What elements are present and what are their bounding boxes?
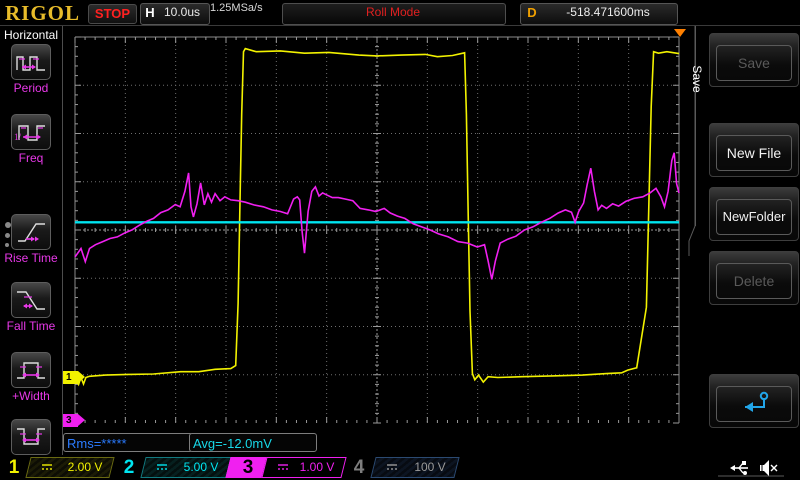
ch3-offset-marker[interactable]: 3 (63, 414, 85, 427)
period-icon (11, 44, 51, 80)
menu-item-label: Period (13, 81, 49, 95)
button-frame: Save (716, 45, 792, 81)
rise-time-icon (11, 214, 51, 250)
delete-button-label: Delete (733, 273, 775, 289)
channel-1-scale: 2.00 V (67, 460, 103, 474)
menu-item-rise-time[interactable]: Rise Time (0, 214, 62, 265)
return-arrow-icon (745, 391, 769, 412)
channel-2-slot[interactable]: 2 5.00 V (115, 455, 232, 480)
waveform-canvas (74, 36, 680, 424)
channel-3-slot[interactable]: 3 1.00 V (225, 455, 347, 480)
acq-mode-box[interactable] (282, 3, 506, 25)
trigger-position-marker[interactable] (674, 29, 686, 37)
dc-coupling-icon (387, 464, 397, 470)
menu-item-label: +Width (12, 389, 50, 403)
channel-3-number[interactable]: 3 (242, 457, 254, 478)
menu-item-label: Fall Time (6, 319, 56, 333)
save-button[interactable]: Save (709, 33, 799, 87)
positive-width-icon (11, 352, 51, 388)
channel-4-slot[interactable]: 4 100 V (345, 455, 460, 480)
dc-coupling-icon (278, 464, 288, 470)
delete-button[interactable]: Delete (709, 251, 799, 305)
negative-width-icon (11, 419, 51, 455)
menu-item-period[interactable]: Period (0, 44, 62, 95)
channel-3-scale: 1.00 V (299, 460, 335, 474)
page-dot (5, 222, 11, 228)
save-menu-tab[interactable]: Save (687, 26, 709, 256)
measurement-rms[interactable]: Rms=***** (63, 433, 193, 452)
menu-item-label: Rise Time (4, 251, 58, 265)
measurement-bar: Rms=***** Avg=-12.0mV (63, 433, 687, 453)
svg-text:1/: 1/ (14, 132, 22, 142)
save-tab-label: Save (690, 65, 704, 93)
save-menu-panel: Save Save New File NewFolder Delete (687, 26, 800, 455)
frequency-icon: 1/ (11, 114, 51, 150)
menu-title: Horizontal (3, 28, 59, 42)
channel-2-scale: 5.00 V (183, 460, 219, 474)
top-separator (0, 25, 800, 26)
button-frame: NewFolder (716, 199, 792, 235)
delay-value: -518.471600ms (566, 5, 650, 19)
menu-item-label: Freq (18, 151, 44, 165)
run-stop-status[interactable]: STOP (88, 4, 137, 24)
brand-logo: RIGOL (5, 1, 81, 25)
menu-item-fall-time[interactable]: Fall Time (0, 282, 62, 333)
delay-icon: D (527, 5, 537, 20)
horizontal-measure-menu: Horizontal Period 1/ (0, 26, 63, 470)
dc-coupling-icon (42, 464, 52, 470)
button-frame: New File (716, 135, 792, 171)
back-button[interactable] (709, 374, 799, 428)
new-folder-button[interactable]: NewFolder (709, 187, 799, 241)
channel-4-number[interactable]: 4 (353, 457, 365, 478)
channel-1-slot[interactable]: 1 2.00 V (0, 455, 115, 480)
button-frame: Delete (716, 263, 792, 299)
page-dot (5, 233, 10, 238)
delay-box[interactable] (520, 3, 678, 25)
timebase-value: 10.0us (163, 5, 201, 19)
mute-icon (760, 460, 778, 476)
waveform-display[interactable]: 1 3 (63, 27, 687, 429)
channel-1-number[interactable]: 1 (8, 457, 20, 478)
button-frame (716, 386, 792, 422)
new-folder-button-label: NewFolder (722, 209, 786, 224)
acq-mode-label: Roll Mode (365, 5, 421, 19)
save-button-label: Save (738, 55, 770, 71)
tab-outline (688, 26, 696, 256)
new-file-button-label: New File (726, 145, 782, 161)
page-dots (5, 222, 11, 252)
menu-item-freq[interactable]: 1/ Freq (0, 114, 62, 165)
channel-2-number[interactable]: 2 (123, 457, 135, 478)
channel-status-bar: 1 2.00 V 2 5.00 V 3 (0, 455, 800, 480)
usb-icon (730, 461, 748, 475)
menu-item-positive-width[interactable]: +Width (0, 352, 62, 403)
dc-coupling-icon (157, 464, 167, 470)
horizontal-icon: H (145, 5, 155, 20)
page-dot (5, 243, 9, 247)
top-status-bar: RIGOL STOP H 10.0us 1.25MSa/s Roll Mode … (0, 0, 800, 26)
channel-4-scale: 100 V (414, 460, 446, 474)
sample-rate-label: 1.25MSa/s (210, 2, 263, 14)
new-file-button[interactable]: New File (709, 123, 799, 177)
timebase-box[interactable] (140, 3, 210, 25)
measurement-average[interactable]: Avg=-12.0mV (189, 433, 317, 452)
system-icons (718, 460, 784, 477)
fall-time-icon (11, 282, 51, 318)
ch1-offset-marker[interactable]: 1 (63, 371, 85, 385)
